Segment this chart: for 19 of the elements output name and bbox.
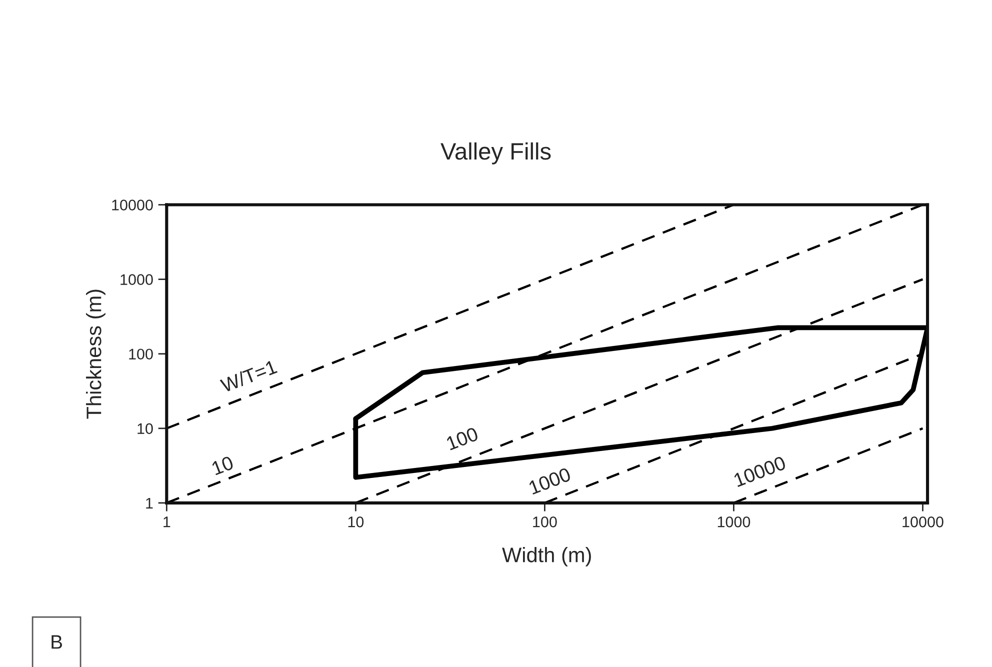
chart-title: Valley Fills	[440, 142, 551, 164]
y-axis-title: Thickness (m)	[86, 290, 106, 419]
x-tick-label: 10	[348, 516, 364, 528]
y-tick-label: 10	[138, 423, 153, 434]
annotation: 100	[446, 426, 479, 450]
x-tick-label: 100	[533, 516, 557, 528]
annotation: 10000	[733, 456, 787, 488]
x-tick-label: 1000	[718, 516, 750, 528]
y-tick-label: 1000	[120, 274, 153, 285]
x-tick-label: 1	[164, 516, 170, 528]
annotation: 10	[211, 456, 234, 476]
y-tick-label: 10000	[112, 200, 153, 210]
text: B	[52, 635, 62, 649]
y-tick-label: 100	[129, 348, 153, 360]
annotation: W/T=1	[219, 359, 278, 393]
x-axis-title: Width (m)	[502, 547, 591, 566]
x-tick-label: 10000	[902, 516, 944, 528]
annotation: 1000	[528, 467, 572, 495]
y-tick-label: 1	[146, 498, 153, 508]
